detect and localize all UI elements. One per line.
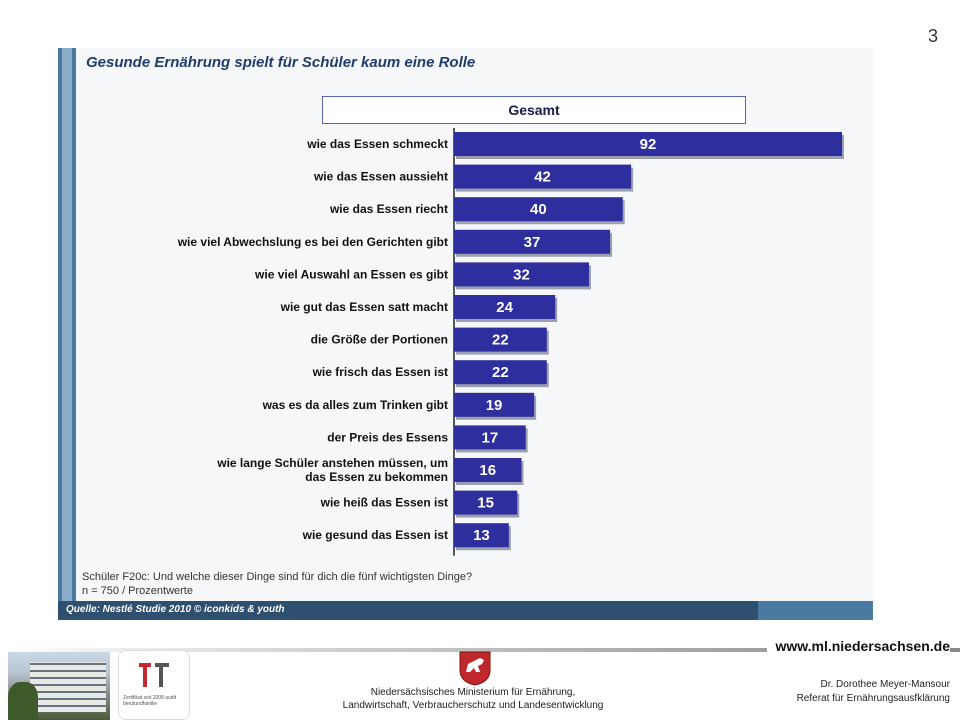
bar-chart: 92 wie das Essen schmeckt 42 wie das Essen … <box>177 128 844 556</box>
data-label: 19 <box>486 397 503 414</box>
data-label: 40 <box>530 201 547 218</box>
data-label: 24 <box>496 299 513 316</box>
bar <box>454 490 518 515</box>
category-label: wie das Essen riecht <box>329 202 448 216</box>
bar <box>454 132 842 156</box>
certificate-mark-icon <box>139 663 169 687</box>
sample-note: n = 750 / Prozentwerte <box>82 585 193 597</box>
category-label: wie gut das Essen satt macht <box>280 300 448 314</box>
category-label: der Preis des Essens <box>327 430 448 444</box>
bar <box>454 425 526 450</box>
certificate-logo: Zertifikat seit 2008 audit berufundfamil… <box>118 650 190 720</box>
bar <box>454 523 509 548</box>
category-label: die Größe der Portionen <box>311 333 448 347</box>
question-text: Schüler F20c: Und welche dieser Dinge si… <box>82 571 473 583</box>
category-label: wie heiß das Essen ist <box>320 496 448 510</box>
bar <box>454 197 623 222</box>
category-label: wie das Essen schmeckt <box>306 137 448 151</box>
category-label: wie das Essen aussieht <box>313 170 448 184</box>
category-label: wie viel Auswahl an Essen es gibt <box>254 267 448 281</box>
bar <box>454 392 535 417</box>
category-label: wie viel Abwechslung es bei den Gerichte… <box>177 235 448 249</box>
source-accent <box>758 601 873 620</box>
website-url[interactable]: www.ml.niedersachsen.de <box>767 638 950 654</box>
category-label: wie lange Schüler anstehen müssen, um das… <box>216 456 448 484</box>
data-label: 42 <box>534 169 551 186</box>
category-label: wie frisch das Essen ist <box>312 365 448 379</box>
source-bar: Quelle: Nestlé Studie 2010 © iconkids & … <box>58 601 873 620</box>
data-label: 92 <box>640 136 657 153</box>
legend-box: Gesamt <box>322 96 746 124</box>
certificate-text: Zertifikat seit 2008 audit berufundfamil… <box>123 695 177 707</box>
data-label: 17 <box>482 429 499 446</box>
source-text: Quelle: Nestlé Studie 2010 © iconkids & … <box>66 604 285 615</box>
data-label: 22 <box>492 364 509 381</box>
data-label: 37 <box>524 234 541 251</box>
panel-left-strip <box>58 48 76 620</box>
bar <box>454 229 611 254</box>
data-label: 22 <box>492 332 509 349</box>
coat-of-arms-icon <box>459 651 491 686</box>
question-note: Schüler F20c: Und welche dieser Dinge si… <box>82 570 472 598</box>
bar <box>454 327 547 352</box>
data-label: 32 <box>513 266 530 283</box>
author-name: Dr. Dorothee Meyer-Mansour <box>820 679 951 690</box>
data-label: 16 <box>479 462 496 479</box>
chart-panel: Gesunde Ernährung spielt für Schüler kau… <box>58 48 873 620</box>
data-label: 15 <box>477 495 494 512</box>
footer-divider <box>0 648 960 652</box>
bar <box>454 295 556 319</box>
ministry-line-1: Niedersächsisches Ministerium für Ernähr… <box>370 687 576 698</box>
author-info: Dr. Dorothee Meyer-Mansour Referat für E… <box>797 678 950 706</box>
chart-title: Gesunde Ernährung spielt für Schüler kau… <box>86 54 476 71</box>
bar <box>454 262 589 287</box>
category-label: wie gesund das Essen ist <box>302 528 448 542</box>
author-department: Referat für Ernährungsausfklärung <box>796 693 950 704</box>
data-label: 13 <box>473 527 490 544</box>
page-number: 3 <box>927 26 938 46</box>
ministry-name: Niedersächsisches Ministerium für Ernähr… <box>300 686 646 712</box>
legend-label: Gesamt <box>508 102 560 118</box>
ministry-line-2: Landwirtschaft, Verbraucherschutz und La… <box>342 700 604 711</box>
building-photo <box>8 652 110 720</box>
bar <box>454 360 547 385</box>
bar <box>454 164 632 189</box>
bar <box>454 458 522 482</box>
category-label: was es da alles zum Trinken gibt <box>262 398 448 412</box>
